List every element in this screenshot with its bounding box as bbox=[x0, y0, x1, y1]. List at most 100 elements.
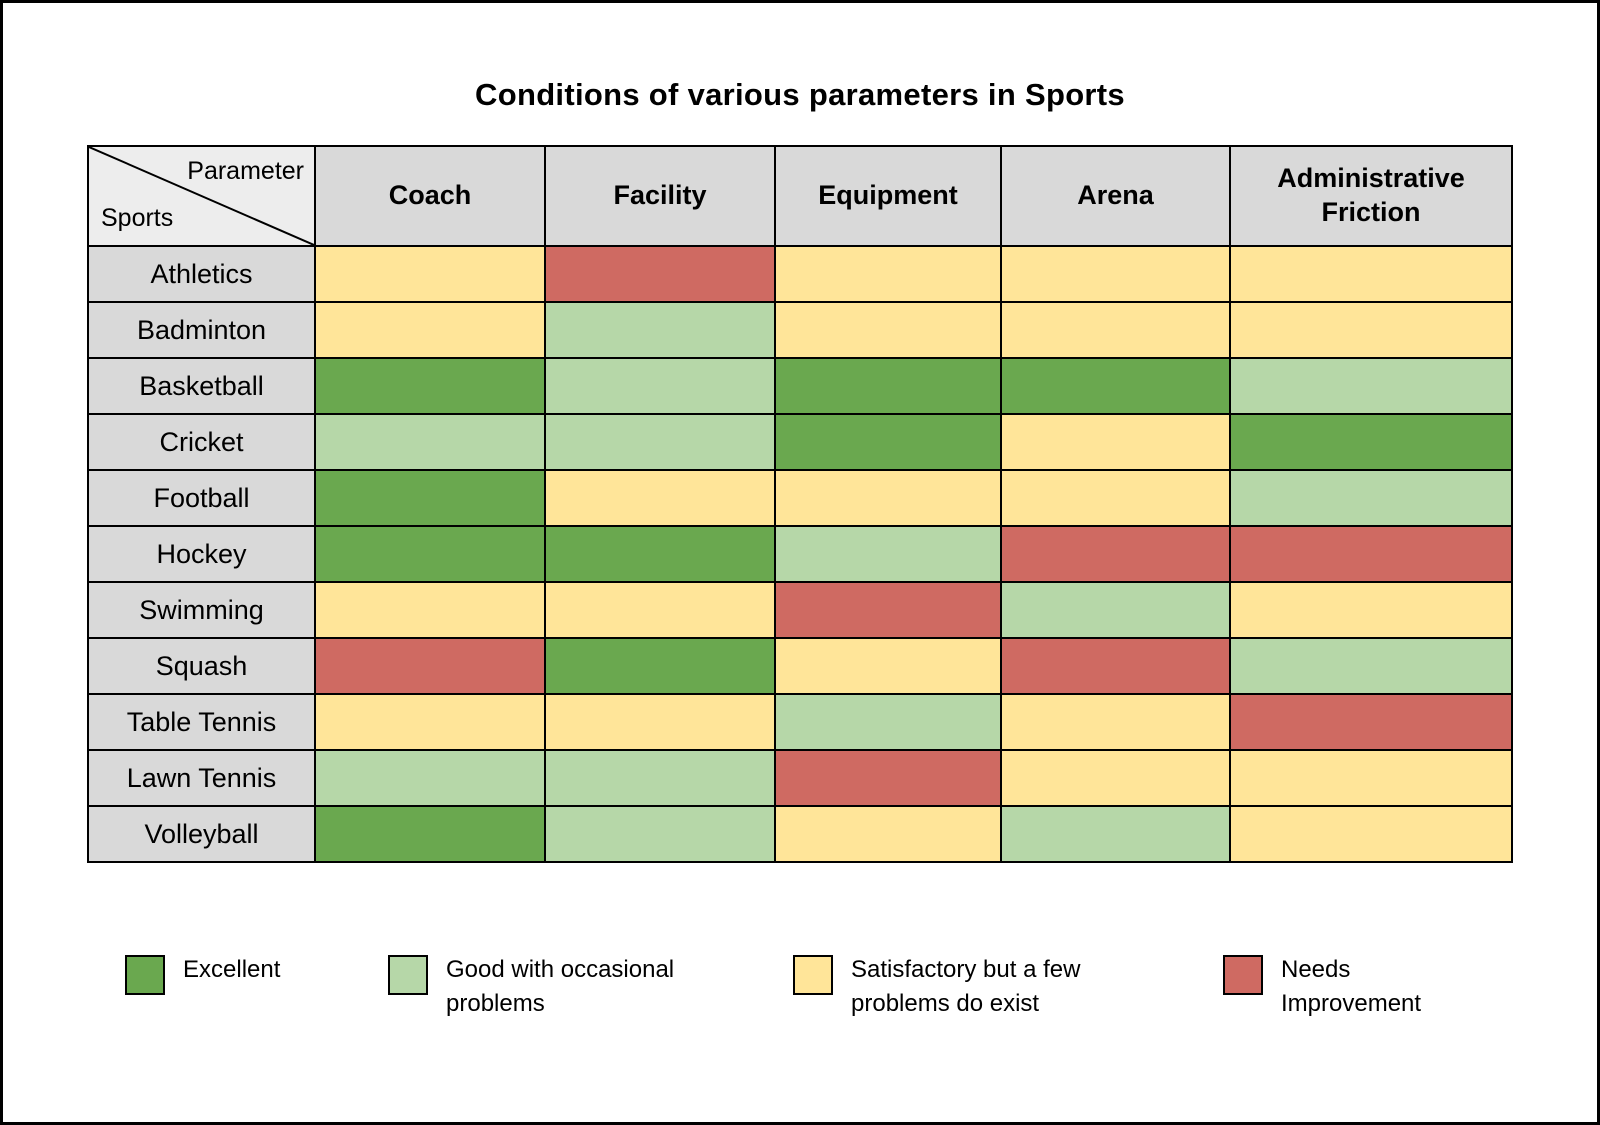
cell-swimming-coach bbox=[314, 581, 546, 639]
legend-item-good: Good with occasional problems bbox=[388, 953, 793, 1020]
cell-hockey-administrative-friction bbox=[1229, 525, 1513, 583]
cell-badminton-coach bbox=[314, 301, 546, 359]
column-header-arena: Arena bbox=[1000, 145, 1231, 247]
table-row-athletics: Athletics bbox=[87, 245, 1513, 303]
cell-athletics-coach bbox=[314, 245, 546, 303]
cell-squash-coach bbox=[314, 637, 546, 695]
cell-volleyball-coach bbox=[314, 805, 546, 863]
legend-label-good: Good with occasional problems bbox=[446, 956, 675, 1017]
cell-lawn-tennis-facility bbox=[544, 749, 776, 807]
table-row-cricket: Cricket bbox=[87, 413, 1513, 471]
cell-football-facility bbox=[544, 469, 776, 527]
row-label-lawn-tennis: Lawn Tennis bbox=[87, 749, 316, 807]
cell-swimming-administrative-friction bbox=[1229, 581, 1513, 639]
good-swatch bbox=[388, 955, 428, 995]
cell-badminton-equipment bbox=[774, 301, 1002, 359]
cell-volleyball-equipment bbox=[774, 805, 1002, 863]
cell-basketball-administrative-friction bbox=[1229, 357, 1513, 415]
cell-cricket-facility bbox=[544, 413, 776, 471]
cell-cricket-administrative-friction bbox=[1229, 413, 1513, 471]
column-header-equipment: Equipment bbox=[774, 145, 1002, 247]
cell-lawn-tennis-equipment bbox=[774, 749, 1002, 807]
table-row-squash: Squash bbox=[87, 637, 1513, 695]
cell-football-administrative-friction bbox=[1229, 469, 1513, 527]
column-header-coach: Coach bbox=[314, 145, 546, 247]
corner-header-cell: Parameter Sports bbox=[87, 145, 316, 247]
legend-label-excellent: Excellent bbox=[183, 956, 281, 983]
cell-cricket-coach bbox=[314, 413, 546, 471]
table-row-badminton: Badminton bbox=[87, 301, 1513, 359]
cell-badminton-facility bbox=[544, 301, 776, 359]
legend-item-needs_improvement: Needs Improvement bbox=[1223, 953, 1451, 1020]
row-label-cricket: Cricket bbox=[87, 413, 316, 471]
legend: Excellent Good with occasional problems Sa… bbox=[125, 953, 1597, 1020]
cell-table-tennis-arena bbox=[1000, 693, 1231, 751]
cell-volleyball-administrative-friction bbox=[1229, 805, 1513, 863]
legend-item-excellent: Excellent bbox=[125, 953, 388, 995]
cell-athletics-arena bbox=[1000, 245, 1231, 303]
cell-football-arena bbox=[1000, 469, 1231, 527]
cell-squash-equipment bbox=[774, 637, 1002, 695]
row-label-swimming: Swimming bbox=[87, 581, 316, 639]
cell-badminton-arena bbox=[1000, 301, 1231, 359]
table-row-football: Football bbox=[87, 469, 1513, 527]
cell-hockey-facility bbox=[544, 525, 776, 583]
cell-table-tennis-administrative-friction bbox=[1229, 693, 1513, 751]
cell-lawn-tennis-arena bbox=[1000, 749, 1231, 807]
cell-athletics-facility bbox=[544, 245, 776, 303]
cell-volleyball-arena bbox=[1000, 805, 1231, 863]
row-label-basketball: Basketball bbox=[87, 357, 316, 415]
chart-title: Conditions of various parameters in Spor… bbox=[475, 77, 1125, 112]
ratings-table: Parameter Sports Coach Facility Equipmen… bbox=[87, 145, 1513, 863]
row-label-table-tennis: Table Tennis bbox=[87, 693, 316, 751]
satisfactory-swatch bbox=[793, 955, 833, 995]
row-label-hockey: Hockey bbox=[87, 525, 316, 583]
cell-athletics-administrative-friction bbox=[1229, 245, 1513, 303]
corner-parameter-label: Parameter bbox=[187, 157, 304, 185]
cell-athletics-equipment bbox=[774, 245, 1002, 303]
cell-cricket-arena bbox=[1000, 413, 1231, 471]
cell-volleyball-facility bbox=[544, 805, 776, 863]
cell-squash-facility bbox=[544, 637, 776, 695]
cell-lawn-tennis-coach bbox=[314, 749, 546, 807]
cell-hockey-equipment bbox=[774, 525, 1002, 583]
row-label-volleyball: Volleyball bbox=[87, 805, 316, 863]
cell-cricket-equipment bbox=[774, 413, 1002, 471]
cell-table-tennis-equipment bbox=[774, 693, 1002, 751]
needs_improvement-swatch bbox=[1223, 955, 1263, 995]
row-label-squash: Squash bbox=[87, 637, 316, 695]
column-header-administrative-friction: Administrative Friction bbox=[1229, 145, 1513, 247]
cell-lawn-tennis-administrative-friction bbox=[1229, 749, 1513, 807]
cell-football-coach bbox=[314, 469, 546, 527]
cell-hockey-coach bbox=[314, 525, 546, 583]
excellent-swatch bbox=[125, 955, 165, 995]
cell-squash-arena bbox=[1000, 637, 1231, 695]
cell-hockey-arena bbox=[1000, 525, 1231, 583]
cell-badminton-administrative-friction bbox=[1229, 301, 1513, 359]
cell-swimming-facility bbox=[544, 581, 776, 639]
table-row-swimming: Swimming bbox=[87, 581, 1513, 639]
cell-basketball-coach bbox=[314, 357, 546, 415]
legend-label-satisfactory: Satisfactory but a few problems do exist bbox=[851, 956, 1081, 1017]
legend-item-satisfactory: Satisfactory but a few problems do exist bbox=[793, 953, 1223, 1020]
table-row-table-tennis: Table Tennis bbox=[87, 693, 1513, 751]
row-label-badminton: Badminton bbox=[87, 301, 316, 359]
cell-basketball-facility bbox=[544, 357, 776, 415]
cell-football-equipment bbox=[774, 469, 1002, 527]
corner-diagonal-line bbox=[89, 147, 314, 245]
row-label-athletics: Athletics bbox=[87, 245, 316, 303]
cell-swimming-arena bbox=[1000, 581, 1231, 639]
table-body: Athletics Badminton Basketball Cricket Footb… bbox=[87, 245, 1513, 863]
corner-sports-label: Sports bbox=[101, 204, 174, 232]
cell-basketball-equipment bbox=[774, 357, 1002, 415]
legend-label-needs_improvement: Needs Improvement bbox=[1281, 956, 1422, 1017]
column-header-facility: Facility bbox=[544, 145, 776, 247]
cell-table-tennis-coach bbox=[314, 693, 546, 751]
header-row: Parameter Sports Coach Facility Equipmen… bbox=[87, 145, 1513, 247]
cell-squash-administrative-friction bbox=[1229, 637, 1513, 695]
cell-basketball-arena bbox=[1000, 357, 1231, 415]
cell-swimming-equipment bbox=[774, 581, 1002, 639]
table-row-volleyball: Volleyball bbox=[87, 805, 1513, 863]
table-row-basketball: Basketball bbox=[87, 357, 1513, 415]
